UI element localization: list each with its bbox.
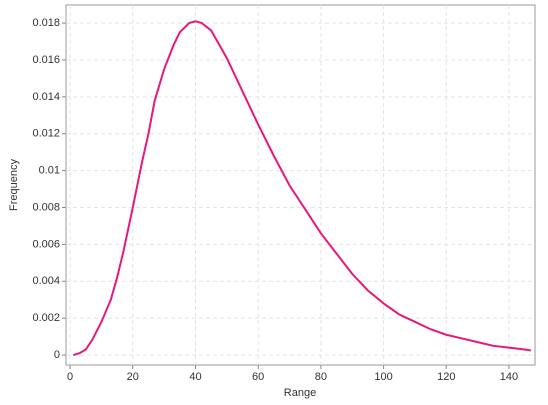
y-tick-label: 0.01 [39,165,60,177]
y-tick-label: 0 [54,349,60,361]
y-tick-label: 0.002 [32,312,60,324]
y-tick-label: 0.014 [32,91,60,103]
y-tick-label: 0.008 [32,201,60,213]
x-tick-label: 80 [315,371,327,383]
line-series [72,20,532,356]
x-tick-label: 100 [374,371,392,383]
x-tick-label: 60 [252,371,264,383]
y-tick-label: 0.012 [32,128,60,140]
x-tick-label: 120 [437,371,455,383]
y-tick-label: 0.016 [32,54,60,66]
x-axis-label: Range [284,387,316,399]
plot-area [65,4,536,366]
x-tick-label: 140 [500,371,518,383]
y-axis-label: Frequency [8,159,20,211]
x-tick-label: 40 [189,371,201,383]
x-tick-label: 0 [67,371,73,383]
x-tick-label: 20 [127,371,139,383]
y-tick-label: 0.006 [32,238,60,250]
y-tick-label: 0.004 [32,275,60,287]
y-tick-label: 0.018 [32,17,60,29]
